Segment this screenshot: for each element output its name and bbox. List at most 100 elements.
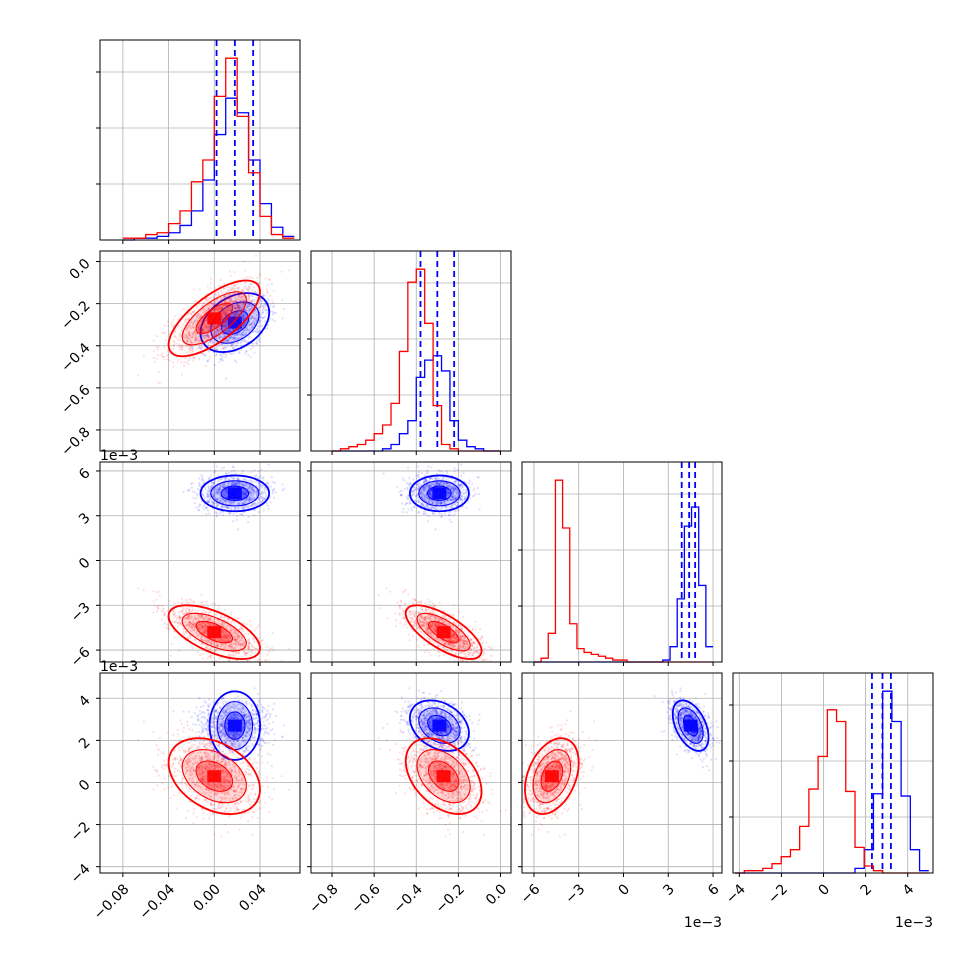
sample-point <box>201 311 204 314</box>
sample-point <box>260 325 264 328</box>
sample-point <box>210 341 214 344</box>
sample-point <box>217 478 220 482</box>
sample-point <box>173 330 177 333</box>
sample-point <box>227 328 231 332</box>
sample-point <box>180 329 184 332</box>
sample-point <box>190 351 193 355</box>
sample-point <box>225 324 228 327</box>
sample-point <box>218 334 221 337</box>
sample-point <box>256 658 260 661</box>
sample-point <box>216 291 219 295</box>
sample-point <box>210 323 213 327</box>
sample-point <box>193 357 196 360</box>
sample-point <box>224 312 227 315</box>
sample-point <box>229 482 232 485</box>
sample-point <box>222 287 225 290</box>
sample-point <box>196 328 200 331</box>
sample-point <box>236 476 240 480</box>
sample-point <box>213 310 217 313</box>
sample-point <box>234 311 238 314</box>
sample-point <box>173 341 176 344</box>
sample-point <box>224 300 227 303</box>
sample-point <box>189 312 192 316</box>
sample-point <box>224 304 227 307</box>
sample-point <box>195 337 199 340</box>
sample-point <box>222 490 225 494</box>
sample-point <box>216 503 220 506</box>
sample-point <box>185 361 188 364</box>
sample-point <box>246 505 249 509</box>
sample-point <box>245 349 248 353</box>
sample-point <box>244 478 247 481</box>
sample-point <box>252 324 255 328</box>
sample-point <box>220 335 223 339</box>
sample-point <box>224 321 227 324</box>
sample-point <box>189 340 192 344</box>
sample-point <box>416 465 420 468</box>
sample-point <box>229 301 232 304</box>
sample-point <box>247 498 250 502</box>
sample-point <box>252 304 255 307</box>
sample-point <box>214 487 217 490</box>
sample-point <box>215 347 218 350</box>
sample-point <box>261 495 264 498</box>
sample-point <box>242 301 245 304</box>
sample-point <box>223 324 227 327</box>
sample-point <box>194 338 198 341</box>
sample-point <box>248 304 252 307</box>
sample-point <box>252 496 255 500</box>
sample-point <box>211 481 214 484</box>
sample-point <box>238 483 241 486</box>
sample-point <box>205 333 208 337</box>
sample-point <box>263 490 267 494</box>
sample-point <box>268 658 271 661</box>
sample-point <box>254 254 258 257</box>
sample-point <box>175 336 178 340</box>
sample-point <box>186 326 189 329</box>
sample-point <box>228 478 231 481</box>
sample-point <box>213 338 216 341</box>
sample-point <box>247 309 250 312</box>
sample-point <box>231 344 234 347</box>
sample-point <box>192 349 195 352</box>
sample-point <box>225 303 229 306</box>
sample-point <box>218 337 221 340</box>
sample-point <box>189 333 192 337</box>
sample-point <box>202 308 205 311</box>
sample-point <box>229 315 233 318</box>
sample-point <box>241 502 245 505</box>
sample-point <box>238 304 241 307</box>
sample-point <box>243 329 246 332</box>
sample-point <box>202 506 205 509</box>
sample-point <box>152 356 155 359</box>
sample-point <box>235 307 239 310</box>
sample-point <box>241 298 245 301</box>
sample-point <box>228 300 231 304</box>
sample-point <box>472 489 475 492</box>
sample-point <box>251 276 254 279</box>
sample-point <box>196 307 199 310</box>
sample-point <box>246 276 249 279</box>
sample-point <box>183 320 186 324</box>
sample-point <box>215 488 218 492</box>
sample-point <box>218 498 222 501</box>
sample-point <box>198 509 201 512</box>
sample-point <box>239 341 242 345</box>
sample-point <box>212 325 215 328</box>
sample-point <box>232 337 235 340</box>
sample-point <box>242 491 245 494</box>
sample-point <box>219 485 222 488</box>
sample-point <box>191 322 194 326</box>
sample-point <box>239 300 242 303</box>
sample-point <box>197 651 200 654</box>
sample-point <box>237 506 241 509</box>
sample-point <box>210 325 213 328</box>
sample-point <box>221 317 224 321</box>
sample-point <box>260 486 264 489</box>
sample-point <box>162 355 165 359</box>
sample-point <box>201 328 204 331</box>
sample-point <box>253 351 256 354</box>
sample-point <box>221 291 224 294</box>
sample-point <box>228 512 231 515</box>
sample-point <box>217 328 220 331</box>
